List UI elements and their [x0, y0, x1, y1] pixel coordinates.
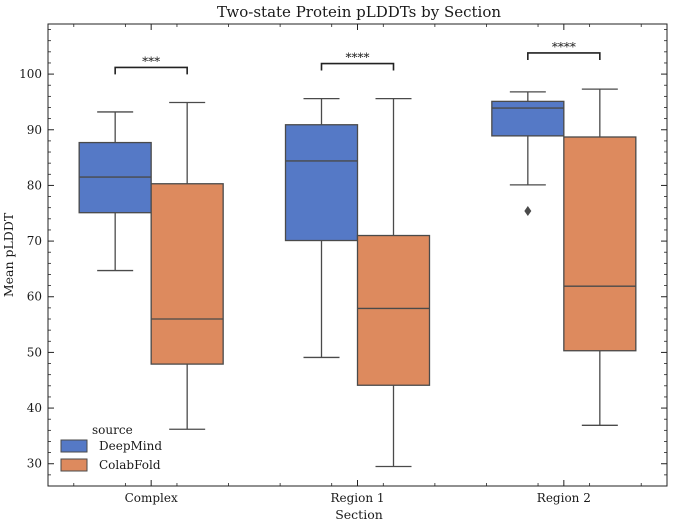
x-axis-label: Section [335, 507, 383, 522]
legend-swatch-deepmind [60, 439, 88, 453]
y-axis-label: Mean pLDDT [1, 212, 16, 297]
significance-bracket-2: **** [527, 40, 601, 60]
box-deepmind-1 [284, 97, 359, 359]
box-colabfold-1 [356, 97, 431, 468]
bracket-line [114, 66, 188, 75]
y-tick-label: 70 [27, 234, 42, 248]
box-colabfold-2 [563, 88, 637, 426]
iqr-box [150, 183, 224, 365]
box-deepmind-0 [78, 111, 152, 272]
y-tick-label: 90 [27, 123, 42, 137]
significance-label: **** [552, 40, 576, 54]
y-tick-label: 50 [27, 345, 42, 359]
significance-label: *** [142, 54, 160, 68]
x-tick-label: Region 2 [537, 491, 591, 505]
significance-bracket-0: *** [114, 54, 188, 75]
y-tick-label: 60 [27, 290, 42, 304]
legend-label-colabfold: ColabFold [99, 458, 161, 472]
iqr-box [491, 100, 565, 137]
significance-bracket-1: **** [320, 51, 395, 71]
x-axis: Complex Region 1 Region 2 [73, 24, 642, 505]
iqr-box [356, 234, 431, 386]
plot-area: *** ******** [78, 40, 637, 468]
box-colabfold-0 [150, 101, 224, 430]
box-deepmind-2 [491, 91, 565, 217]
bracket-line [320, 62, 395, 71]
outlier-marker [524, 206, 532, 217]
iqr-box [563, 136, 637, 352]
x-tick-label: Complex [125, 491, 178, 505]
legend-label-deepmind: DeepMind [99, 439, 162, 453]
legend: source DeepMind ColabFold [60, 423, 162, 472]
y-axis: 30 40 50 60 70 80 90 100 [19, 29, 667, 487]
legend-title: source [92, 423, 133, 437]
y-tick-label: 100 [19, 67, 42, 81]
iqr-box [284, 124, 359, 242]
legend-swatch-colabfold [60, 458, 88, 472]
significance-label: **** [346, 51, 370, 65]
chart-title: Two-state Protein pLDDTs by Section [217, 3, 501, 21]
y-tick-label: 30 [27, 457, 42, 471]
y-tick-label: 80 [27, 178, 42, 192]
y-tick-label: 40 [27, 401, 42, 415]
x-tick-label: Region 1 [330, 491, 384, 505]
bracket-line [527, 52, 601, 60]
